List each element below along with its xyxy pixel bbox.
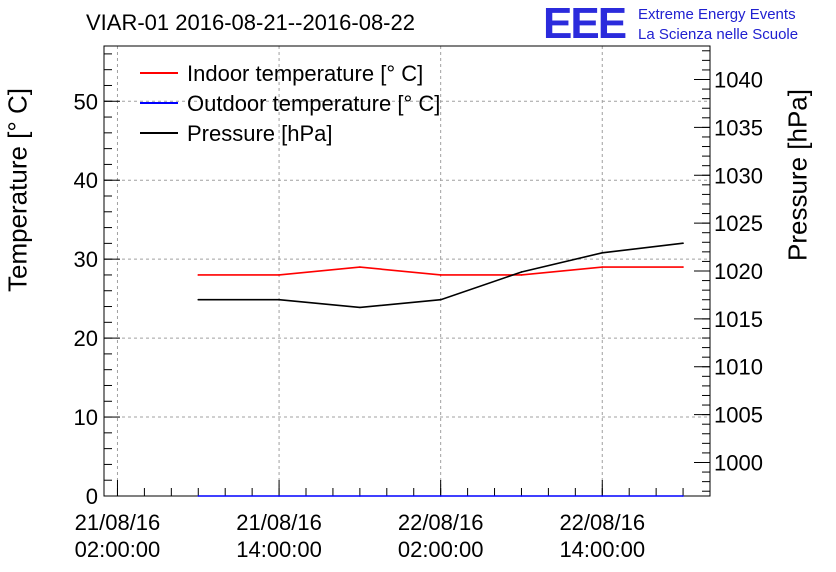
y2-tick-label: 1015 [714,307,763,332]
x-tick-label-time: 02:00:00 [75,537,161,562]
data-point-2 [682,495,684,497]
data-point-1 [359,266,361,268]
data-point-2 [278,495,280,497]
x-tick-label-date: 22/08/16 [559,510,645,535]
data-point-1 [682,266,684,268]
y-tick-label: 50 [74,89,98,114]
x-tick-label-time: 14:00:00 [559,537,645,562]
data-point-1 [278,274,280,276]
legend-label-3: Pressure [hPa] [187,121,333,146]
y2-tick-label: 1025 [714,211,763,236]
data-point-2 [601,495,604,497]
x-tick-label-time: 02:00:00 [398,537,484,562]
y2-tick-label: 1030 [714,163,763,188]
y2-tick-label: 1005 [714,403,763,428]
data-point-1 [197,274,200,276]
data-point-3 [601,252,604,254]
data-point-2 [197,495,200,497]
legend-label-2: Outdoor temperature [° C] [187,91,440,116]
data-point-1 [601,266,604,268]
y2-tick-label: 1040 [714,68,763,93]
y2-tick-label: 1000 [714,450,763,475]
chart-title: VIAR-01 2016-08-21--2016-08-22 [86,10,415,35]
x-tick-label-date: 21/08/16 [236,510,322,535]
data-point-3 [278,298,280,301]
y-axis-left-label: Temperature [° C] [2,87,33,293]
y-tick-label: 20 [74,326,98,351]
y-axis-right-label: Pressure [hPa] [782,89,813,261]
y-tick-label: 10 [74,405,98,430]
logo-line-2: La Scienza nelle Scuole [638,26,799,43]
data-point-3 [359,306,361,309]
data-point-1 [520,274,523,276]
x-tick-label-date: 21/08/16 [75,510,161,535]
data-point-3 [439,298,442,301]
data-point-3 [520,271,523,273]
data-point-2 [520,495,523,497]
data-point-3 [682,242,684,245]
x-tick-label-date: 22/08/16 [398,510,484,535]
data-point-3 [197,298,200,301]
data-point-2 [359,495,361,497]
x-tick-label-time: 14:00:00 [236,537,322,562]
data-point-2 [439,495,442,497]
y2-tick-label: 1010 [714,355,763,380]
y-tick-label: 40 [74,168,98,193]
eee-logo: EEE Extreme Energy Events La Scienza nel… [543,2,833,48]
logo-mark: EEE [543,0,627,48]
logo-line-1: Extreme Energy Events [638,6,796,23]
y-tick-label: 0 [86,484,98,509]
y2-tick-label: 1020 [714,259,763,284]
y2-tick-label: 1035 [714,115,763,140]
y-tick-label: 30 [74,247,98,272]
legend-label-1: Indoor temperature [° C] [187,61,423,86]
data-point-1 [439,274,442,276]
